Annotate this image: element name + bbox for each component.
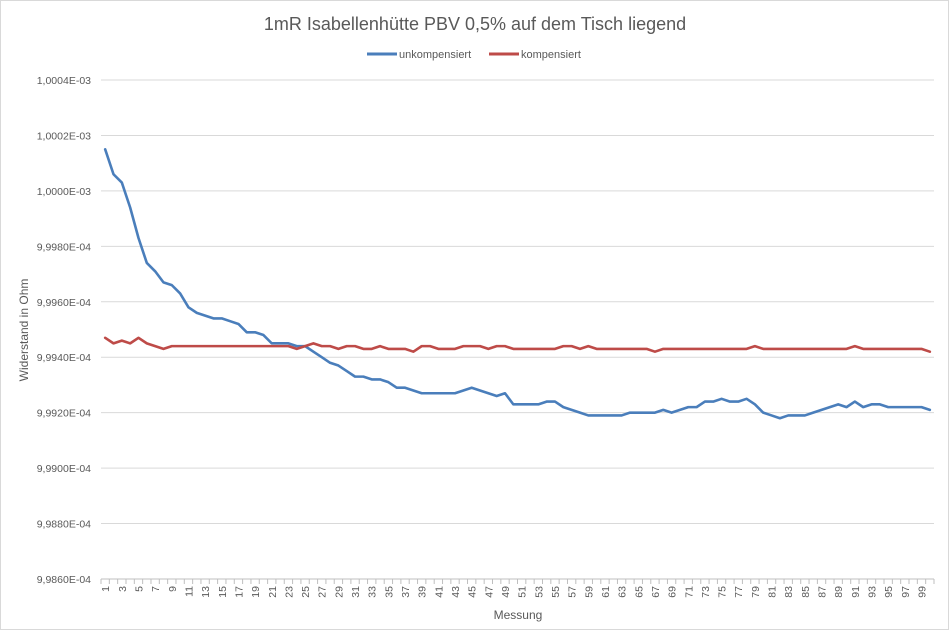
x-tick-label: 19 — [250, 586, 262, 598]
x-tick-label: 91 — [850, 586, 862, 598]
x-tick-label: 41 — [433, 586, 445, 598]
y-tick-label: 9,9940E-04 — [37, 352, 91, 364]
x-tick-label: 5 — [133, 586, 145, 592]
x-tick-label: 1 — [100, 586, 112, 592]
x-tick-label: 97 — [900, 586, 912, 598]
x-tick-label: 51 — [517, 586, 529, 598]
x-tick-label: 25 — [300, 586, 312, 598]
y-tick-label: 1,0000E-03 — [37, 186, 91, 198]
x-tick-label: 61 — [600, 586, 612, 598]
x-axis: 1 3 5 7 9 11 13 15 17 19 21 23 25 27 29 31 33 35 37 39 41 43 4… — [100, 578, 935, 598]
legend: unkompensiert kompensiert — [367, 49, 581, 61]
x-tick-label: 73 — [700, 586, 712, 598]
x-tick-label: 65 — [633, 586, 645, 598]
y-axis-label: Widerstand in Ohm — [17, 279, 31, 382]
series-lines — [103, 148, 932, 420]
x-tick-label: 49 — [500, 586, 512, 598]
x-tick-label: 39 — [417, 586, 429, 598]
x-tick-label: 83 — [783, 586, 795, 598]
x-tick-label: 3 — [117, 586, 129, 592]
y-tick-label: 9,9960E-04 — [37, 297, 91, 309]
x-tick-label: 21 — [267, 586, 279, 598]
x-tick-label: 99 — [917, 586, 929, 598]
x-tick-label: 63 — [617, 586, 629, 598]
y-tick-label: 1,0002E-03 — [37, 130, 91, 142]
y-tick-label: 9,9900E-04 — [37, 463, 91, 475]
chart-title: 1mR Isabellenhütte PBV 0,5% auf dem Tisc… — [264, 14, 686, 34]
legend-label: kompensiert — [521, 49, 581, 61]
y-tick-label: 9,9880E-04 — [37, 519, 91, 531]
legend-label: unkompensiert — [399, 49, 471, 61]
x-tick-label: 35 — [383, 586, 395, 598]
y-tick-label: 1,0004E-03 — [37, 75, 91, 87]
x-tick-label: 37 — [400, 586, 412, 598]
x-tick-label: 93 — [867, 586, 879, 598]
series-line-unkompensiert — [103, 148, 932, 420]
x-tick-label: 27 — [317, 586, 329, 598]
x-tick-label: 45 — [467, 586, 479, 598]
x-tick-label: 87 — [817, 586, 829, 598]
x-tick-label: 11 — [183, 586, 195, 597]
y-tick-label: 9,9980E-04 — [37, 241, 91, 253]
x-tick-label: 69 — [667, 586, 679, 598]
x-tick-label: 77 — [733, 586, 745, 598]
x-tick-label: 15 — [217, 586, 229, 598]
x-tick-label: 71 — [683, 586, 695, 598]
x-tick-label: 81 — [767, 586, 779, 598]
x-tick-label: 53 — [533, 586, 545, 598]
x-tick-label: 9 — [167, 586, 179, 592]
x-tick-label: 23 — [283, 586, 295, 598]
x-tick-label: 79 — [750, 586, 762, 598]
x-tick-label: 7 — [150, 586, 162, 592]
x-tick-label: 17 — [233, 586, 245, 598]
x-tick-label: 47 — [483, 586, 495, 598]
x-tick-label: 33 — [367, 586, 379, 598]
y-tick-label: 9,9920E-04 — [37, 408, 91, 420]
x-tick-label: 57 — [567, 586, 579, 598]
x-tick-label: 85 — [800, 586, 812, 598]
x-tick-label: 29 — [333, 586, 345, 598]
x-tick-label: 89 — [833, 586, 845, 598]
x-tick-label: 13 — [200, 586, 212, 598]
x-tick-label: 95 — [883, 586, 895, 598]
x-tick-label: 67 — [650, 586, 662, 598]
series-line-kompensiert — [103, 336, 932, 353]
x-tick-label: 59 — [583, 586, 595, 598]
y-axis-tick-labels: 1,0004E-03 1,0002E-03 1,0000E-03 9,9980E-04… — [37, 75, 91, 586]
gridlines — [101, 79, 934, 580]
x-tick-label: 43 — [450, 586, 462, 598]
x-axis-label: Messung — [494, 608, 543, 622]
x-tick-label: 75 — [717, 586, 729, 598]
x-tick-label: 55 — [550, 586, 562, 598]
y-tick-label: 9,9860E-04 — [37, 574, 91, 586]
x-tick-label: 31 — [350, 586, 362, 598]
